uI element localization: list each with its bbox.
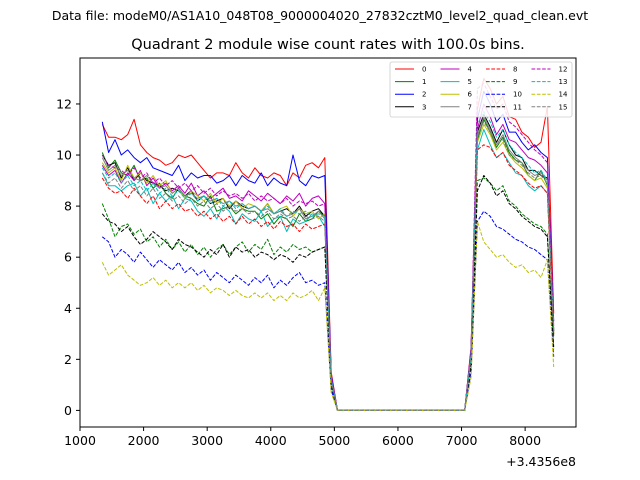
legend-label-13: 13 bbox=[559, 78, 568, 86]
legend-label-10: 10 bbox=[513, 91, 522, 99]
x-tick-label: 3000 bbox=[191, 433, 223, 448]
y-tick-label: 0 bbox=[64, 403, 72, 418]
legend-label-7: 7 bbox=[468, 103, 472, 111]
series-9-line bbox=[101, 177, 555, 411]
x-tick-label: 6000 bbox=[382, 433, 414, 448]
plot-area-frame bbox=[79, 57, 577, 428]
legend-label-14: 14 bbox=[559, 91, 568, 99]
legend-label-11: 11 bbox=[513, 103, 522, 111]
y-tick-label: 6 bbox=[64, 250, 72, 265]
legend-label-12: 12 bbox=[559, 66, 568, 74]
y-tick-label: 2 bbox=[64, 352, 72, 367]
y-tick-label: 12 bbox=[56, 96, 72, 111]
legend-label-4: 4 bbox=[468, 66, 473, 74]
x-tick-label: 8000 bbox=[509, 433, 541, 448]
legend-label-6: 6 bbox=[468, 91, 473, 99]
series-15-line bbox=[101, 121, 555, 411]
legend-label-5: 5 bbox=[468, 78, 472, 86]
plot-series-group bbox=[101, 77, 555, 411]
chart-title: Quadrant 2 module wise count rates with … bbox=[131, 37, 525, 53]
x-axis: 1000 2000 3000 4000 5000 6000 7000 8000 bbox=[64, 427, 541, 448]
legend-label-1: 1 bbox=[422, 78, 426, 86]
legend-label-0: 0 bbox=[422, 66, 426, 74]
legend-label-8: 8 bbox=[513, 66, 517, 74]
x-tick-label: 4000 bbox=[255, 433, 287, 448]
x-tick-label: 5000 bbox=[318, 433, 350, 448]
x-tick-label: 1000 bbox=[64, 433, 96, 448]
suptitle: Data file: modeM0/AS1A10_048T08_90000040… bbox=[52, 8, 588, 23]
legend-label-9: 9 bbox=[513, 78, 517, 86]
series-10-line bbox=[101, 210, 555, 411]
legend-frame bbox=[389, 61, 573, 118]
legend-label-2: 2 bbox=[422, 91, 426, 99]
y-tick-label: 10 bbox=[56, 148, 72, 163]
legend-label-15: 15 bbox=[559, 103, 568, 111]
y-tick-label: 8 bbox=[64, 199, 72, 214]
y-tick-label: 4 bbox=[64, 301, 72, 316]
x-tick-label: 7000 bbox=[446, 433, 478, 448]
y-axis: 0 2 4 6 8 10 12 bbox=[56, 96, 80, 418]
series-14-line bbox=[101, 220, 555, 411]
legend-label-3: 3 bbox=[422, 103, 426, 111]
x-tick-label: 2000 bbox=[128, 433, 160, 448]
x-offset-label: +3.4356e8 bbox=[506, 454, 576, 469]
